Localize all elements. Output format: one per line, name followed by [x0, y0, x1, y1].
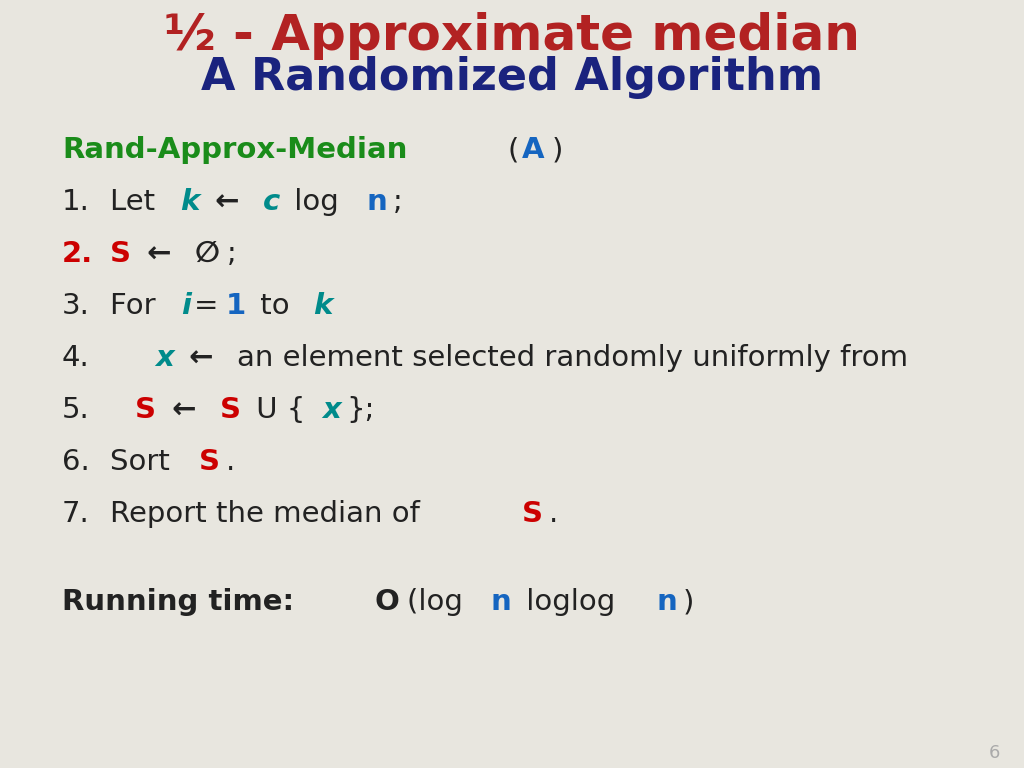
Text: 1: 1 [225, 292, 246, 320]
Text: .: . [549, 500, 558, 528]
Text: c: c [263, 188, 280, 216]
Text: i: i [181, 292, 190, 320]
Text: ;: ; [227, 240, 237, 268]
Text: O: O [375, 588, 399, 617]
Text: 2.: 2. [62, 240, 93, 268]
Text: S: S [110, 240, 131, 268]
Text: 6: 6 [988, 744, 1000, 762]
Text: loglog: loglog [517, 588, 625, 617]
Text: A: A [522, 136, 545, 164]
Text: log: log [285, 188, 348, 216]
Text: };: }; [346, 396, 375, 424]
Text: n: n [490, 588, 511, 617]
Text: =: = [194, 292, 218, 320]
Text: ): ) [551, 136, 563, 164]
Text: to: to [252, 292, 299, 320]
Text: (: ( [508, 136, 519, 164]
Text: A Randomized Algorithm: A Randomized Algorithm [201, 56, 823, 99]
Text: ←: ← [179, 344, 224, 372]
Text: For: For [110, 292, 165, 320]
Text: ←: ← [205, 188, 250, 216]
Text: ): ) [683, 588, 694, 617]
Text: S: S [522, 500, 543, 528]
Text: .: . [226, 448, 236, 476]
Text: ∅: ∅ [195, 240, 220, 268]
Text: n: n [367, 188, 387, 216]
Text: 1.: 1. [62, 188, 90, 216]
Text: S: S [200, 448, 220, 476]
Text: ½ - Approximate median: ½ - Approximate median [164, 12, 860, 60]
Text: an element selected randomly uniformly from: an element selected randomly uniformly f… [237, 344, 918, 372]
Text: ;: ; [393, 188, 402, 216]
Text: S: S [135, 396, 156, 424]
Text: 5.: 5. [62, 396, 90, 424]
Text: (log: (log [407, 588, 472, 617]
Text: n: n [656, 588, 677, 617]
Text: x: x [323, 396, 341, 424]
Text: ←: ← [137, 240, 181, 268]
Text: k: k [313, 292, 333, 320]
Text: 4.: 4. [62, 344, 90, 372]
Text: S: S [220, 396, 241, 424]
Text: 3.: 3. [62, 292, 90, 320]
Text: U {: U { [247, 396, 305, 424]
Text: ←: ← [162, 396, 207, 424]
Text: Report the median of: Report the median of [110, 500, 429, 528]
Text: Let: Let [110, 188, 165, 216]
Text: Rand-Approx-Median: Rand-Approx-Median [62, 136, 408, 164]
Text: Running time:: Running time: [62, 588, 304, 617]
Text: x: x [155, 344, 174, 372]
Text: Sort: Sort [110, 448, 179, 476]
Text: 7.: 7. [62, 500, 90, 528]
Text: 6.: 6. [62, 448, 90, 476]
Text: k: k [180, 188, 200, 216]
